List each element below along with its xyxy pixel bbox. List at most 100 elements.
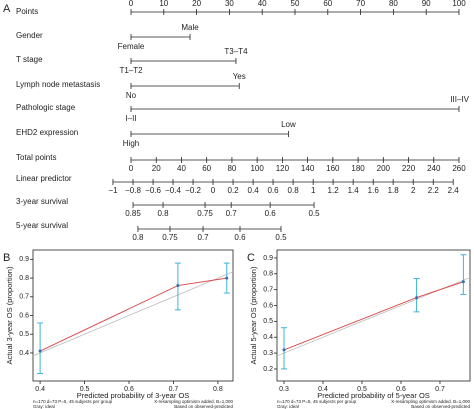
point [415,296,419,300]
y-tick-label: 0.7 [263,286,273,293]
y-tick-label: 0.4 [19,350,29,357]
level-label: T3–T4 [224,47,248,56]
x-tick-label: 0.5 [80,386,90,393]
y-axis-label: Actual 3-year OS (proportion) [5,266,14,364]
tick-label: 1.2 [328,186,340,195]
tick-label: 1.8 [388,186,400,195]
tick-label: 0.4 [248,186,260,195]
row-name: Linear predictor [16,174,72,183]
tick-label: 0.8 [157,209,169,218]
row-name: Gender [16,31,43,40]
row-name: Pathologic stage [16,103,76,112]
tick-label: −0.8 [125,186,141,195]
tick-label: 0.7 [226,209,238,218]
tick-label: 2 [411,186,416,195]
tick-label: 0.6 [234,233,246,242]
tick-label: −0.6 [145,186,161,195]
footnote: Based on observed-predicted [174,404,233,409]
y-tick-label: 0.4 [263,334,273,341]
tick-label: 2.2 [428,186,440,195]
x-axis-label: Predicted probability of 5-year OS [317,391,430,400]
tick-label: 0.2 [227,186,239,195]
tick-label: 0.8 [288,186,300,195]
tick-label: 220 [402,164,416,173]
level-label: Male [181,23,199,32]
footnote: Based on observed-predicted [411,404,470,409]
x-tick-label: 0.3 [279,386,289,393]
tick-label: 1.4 [348,186,360,195]
row-name: Points [16,7,38,16]
row-name: T stage [16,55,43,64]
x-tick-label: 0.6 [124,386,134,393]
y-tick-label: 0.2 [263,366,273,373]
tick-label: 20 [152,164,161,173]
tick-label: 70 [356,0,365,8]
footnote: X-resampling optimism added, B=1,000 [391,399,470,404]
row-name: 5-year survival [16,221,68,230]
plot-frame [32,249,234,382]
x-tick-label: 0.8 [213,386,223,393]
x-axis-label: Predicted probability of 3-year OS [77,391,190,400]
tick-label: 180 [351,164,365,173]
calibration-line [283,281,464,351]
x-tick-label: 0.4 [35,386,45,393]
tick-label: 160 [326,164,340,173]
footnote: n=170 d=73 P=5, 45 subjects per group [33,399,113,404]
tick-label: 2.4 [448,186,460,195]
level-label: I–II [125,114,136,123]
tick-label: −0.4 [165,186,181,195]
tick-label: 240 [427,164,441,173]
row-name: Lymph node metastasis [16,80,100,89]
point [38,349,42,353]
x-tick-label: 0.7 [169,386,179,393]
tick-label: 100 [452,0,466,8]
tick-label: 60 [323,0,332,8]
point [176,284,180,288]
level-label: III–IV [450,95,469,104]
tick-label: 40 [258,0,267,8]
y-tick-label: 0.9 [263,255,273,262]
tick-label: 0.5 [275,233,287,242]
footnote: X-resampling optimism added, B=1,000 [154,399,233,404]
tick-label: 0.85 [125,209,141,218]
tick-label: 260 [452,164,466,173]
tick-label: 0.7 [197,233,209,242]
point [282,348,286,352]
tick-label: 1.6 [368,186,380,195]
x-tick-label: 0.5 [357,386,367,393]
tick-label: 0.75 [162,233,178,242]
row-name: 3-year survival [16,197,68,206]
tick-label: 0.6 [265,209,277,218]
level-label: T1–T2 [119,66,143,75]
y-axis-label: Actual 5-year OS (proportion) [249,266,258,364]
y-tick-label: 0.3 [263,350,273,357]
tick-label: 90 [422,0,431,8]
plot-frame [276,249,471,382]
panel-label: C [247,252,255,264]
point [461,280,465,284]
row-name: EHD2 expression [16,128,78,137]
level-label: No [126,91,137,100]
tick-label: 0 [129,164,134,173]
tick-label: 60 [202,164,211,173]
tick-label: 100 [250,164,264,173]
y-tick-label: 0.9 [19,256,29,263]
panel-label: A [3,3,11,15]
calibration-line [39,277,227,352]
tick-label: 30 [225,0,234,8]
tick-label: 1 [311,186,316,195]
y-tick-label: 0.6 [19,312,29,319]
row-name: Total points [16,153,56,162]
footnote: Gray: ideal [277,404,299,409]
level-label: Female [118,42,145,51]
tick-label: 0.5 [308,209,320,218]
tick-label: 0.8 [132,233,144,242]
tick-label: 120 [276,164,290,173]
tick-label: 200 [377,164,391,173]
y-tick-label: 0.8 [19,275,29,282]
footnote: n=170 d=73 P=5, 45 subjects per group [277,399,357,404]
tick-label: 140 [301,164,315,173]
level-label: Low [281,120,296,129]
y-tick-label: 0.6 [263,302,273,309]
